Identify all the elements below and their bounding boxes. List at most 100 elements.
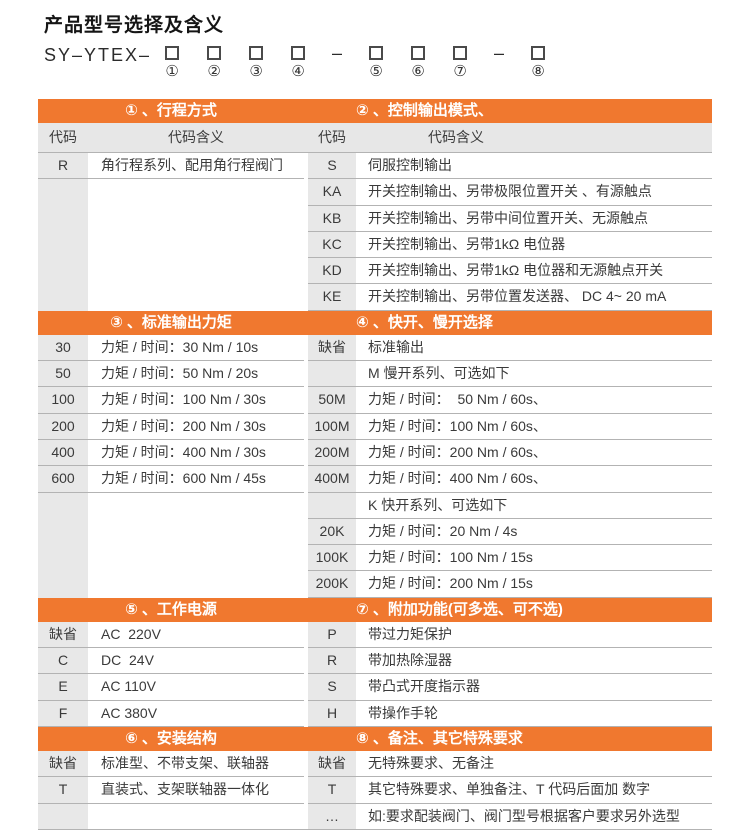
model-separator-dash: –	[332, 43, 343, 63]
table-row: 200 力矩 / 时间：200 Nm / 30s 100M 力矩 / 时间：100 N…	[38, 413, 712, 440]
code-cell: S	[308, 674, 356, 701]
meaning-cell: 力矩 / 时间：400 Nm / 30s	[88, 439, 304, 467]
code-cell	[38, 803, 88, 830]
code-cell: 400	[38, 439, 88, 467]
section-title: ⑧ 、备注、其它特殊要求	[356, 729, 523, 747]
model-digit-box-icon	[165, 46, 180, 60]
code-cell: KB	[308, 205, 356, 232]
meaning-cell: 如:要求配装阀门、阀门型号根据客户要求另外选型	[356, 803, 712, 830]
meaning-cell	[88, 205, 304, 232]
code-cell: 20K	[308, 518, 356, 546]
section-title: ⑥ 、安装结构	[125, 729, 217, 747]
group-gap	[304, 284, 308, 311]
code-cell: 50	[38, 361, 88, 388]
group-gap	[304, 258, 308, 285]
code-column-header: 代码	[318, 129, 346, 145]
group-gap	[304, 334, 308, 362]
model-position-number: ⑤	[369, 63, 383, 80]
meaning-cell	[88, 803, 304, 830]
group-gap	[304, 361, 308, 388]
section-header: ① 、行程方式 ② 、控制输出模式、	[38, 99, 712, 123]
model-digit-box-icon	[249, 46, 264, 60]
meaning-cell: 带凸式开度指示器	[356, 674, 712, 701]
table-row: KA 开关控制输出、另带极限位置开关 、有源触点	[38, 179, 712, 206]
group-gap	[304, 545, 308, 572]
meaning-cell: 开关控制输出、另带中间位置开关、无源触点	[356, 205, 712, 232]
table-row: 100 力矩 / 时间：100 Nm / 30s 50M 力矩 / 时间： 50 Nm…	[38, 387, 712, 414]
table-row: 20K 力矩 / 时间：20 Nm / 4s	[38, 518, 712, 546]
group-gap	[304, 750, 308, 778]
code-cell	[38, 571, 88, 598]
meaning-cell: 力矩 / 时间：100 Nm / 15s	[356, 545, 712, 572]
meaning-cell: 力矩 / 时间：100 Nm / 30s	[88, 387, 304, 414]
code-column-header: 代码	[49, 129, 77, 145]
code-cell: S	[308, 153, 356, 180]
meaning-cell: 力矩 / 时间： 50 Nm / 60s、	[356, 387, 712, 414]
code-cell: KA	[308, 179, 356, 206]
model-position-number: ⑦	[453, 63, 467, 80]
model-position-number: ③	[249, 63, 263, 80]
table-row: 600 力矩 / 时间：600 Nm / 45s 400M 力矩 / 时间：400 N…	[38, 466, 712, 493]
code-cell	[38, 545, 88, 572]
section-title: ① 、行程方式	[125, 102, 217, 119]
code-cell: 400M	[308, 466, 356, 493]
model-position: ⑥	[409, 45, 427, 79]
table-row: … 如:要求配装阀门、阀门型号根据客户要求另外选型	[38, 803, 712, 830]
meaning-cell: AC 220V	[88, 621, 304, 649]
model-digit-box-icon	[453, 46, 468, 60]
group-gap	[304, 621, 308, 649]
code-cell: …	[308, 803, 356, 830]
table-row: T 直装式、支架联轴器一体化 T 其它特殊要求、单独备注、T 代码后面加 数字	[38, 777, 712, 804]
meaning-cell	[88, 258, 304, 285]
model-digit-box-icon	[291, 46, 306, 60]
code-cell: 50M	[308, 387, 356, 414]
meaning-cell: 标准输出	[356, 334, 712, 362]
meaning-cell: K 快开系列、可选如下	[356, 492, 712, 519]
code-cell: KE	[308, 284, 356, 311]
meaning-cell: 带过力矩保护	[356, 621, 712, 649]
code-cell	[38, 179, 88, 206]
code-cell	[308, 361, 356, 388]
code-cell	[38, 518, 88, 546]
model-position-number: ④	[291, 63, 305, 80]
code-cell: 600	[38, 466, 88, 493]
group-gap	[304, 387, 308, 414]
meaning-cell: 带加热除湿器	[356, 648, 712, 675]
table-row: 100K 力矩 / 时间：100 Nm / 15s	[38, 545, 712, 572]
code-cell: R	[38, 153, 88, 180]
meaning-cell: 带操作手轮	[356, 700, 712, 727]
meaning-cell	[88, 231, 304, 259]
code-cell: 200K	[308, 571, 356, 598]
model-digit-box-icon	[207, 46, 222, 60]
model-position-number: ②	[207, 63, 221, 80]
code-cell	[38, 258, 88, 285]
model-position-number: ⑧	[531, 63, 545, 80]
meaning-cell: 力矩 / 时间：400 Nm / 60s、	[356, 466, 712, 493]
code-cell: T	[38, 777, 88, 804]
meaning-cell: 力矩 / 时间：100 Nm / 60s、	[356, 413, 712, 440]
table-row: F AC 380V H 带操作手轮	[38, 700, 712, 727]
model-positions: ① ② ③ ④ – ⑤ ⑥ ⑦ – ⑧	[163, 43, 547, 80]
meaning-cell: 开关控制输出、另带极限位置开关 、有源触点	[356, 179, 712, 206]
group-gap	[304, 674, 308, 701]
meaning-cell	[88, 284, 304, 311]
meaning-cell: 角行程系列、配用角行程阀门	[88, 153, 304, 180]
meaning-cell: AC 380V	[88, 700, 304, 727]
column-header-row: 代码 代码含义 代码 代码含义	[38, 123, 712, 153]
meaning-cell: 力矩 / 时间：200 Nm / 15s	[356, 571, 712, 598]
code-cell: F	[38, 700, 88, 727]
group-gap	[304, 231, 308, 259]
meaning-cell: 标准型、不带支架、联轴器	[88, 750, 304, 778]
section-title: ⑤ 、工作电源	[125, 600, 217, 618]
group-gap	[304, 153, 308, 180]
meaning-cell: AC 110V	[88, 674, 304, 701]
meaning-column-header: 代码含义	[168, 129, 224, 145]
meaning-cell: 开关控制输出、另带位置发送器、 DC 4~ 20 mA	[356, 284, 712, 311]
model-prefix: SY–YTEX–	[44, 45, 152, 65]
section-title: ② 、控制输出模式、	[356, 102, 493, 119]
group-gap	[304, 648, 308, 675]
code-cell: KD	[308, 258, 356, 285]
model-position: ②	[205, 45, 223, 79]
meaning-cell: 力矩 / 时间：50 Nm / 20s	[88, 361, 304, 388]
